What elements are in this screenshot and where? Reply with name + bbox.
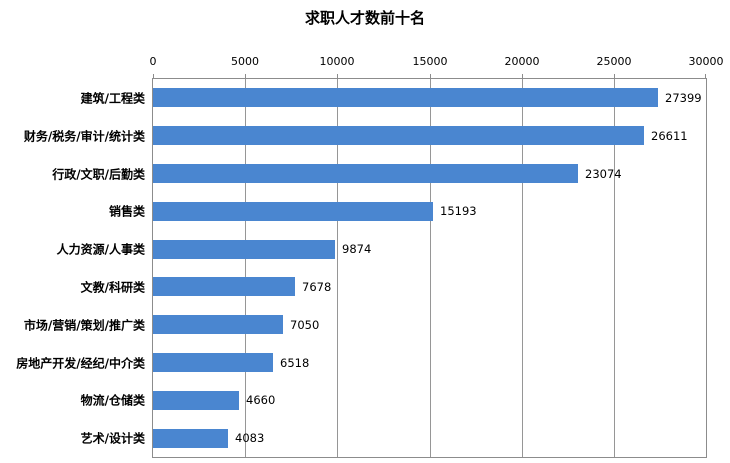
bar xyxy=(153,239,335,259)
axis-tick-label: 15000 xyxy=(412,55,448,68)
data-label: 6518 xyxy=(280,355,310,370)
category-label: 物流/仓储类 xyxy=(80,393,145,408)
category-label: 房地产开发/经纪/中介类 xyxy=(16,356,145,370)
data-label: 7678 xyxy=(302,279,332,294)
axis-tick-label: 5000 xyxy=(231,55,259,68)
axis-tick-label: 20000 xyxy=(504,55,540,68)
data-label: 4660 xyxy=(246,393,276,408)
data-label: 23074 xyxy=(585,166,622,181)
bar xyxy=(153,428,228,448)
axis-tick-mark xyxy=(705,74,706,79)
data-label: 27399 xyxy=(665,90,702,105)
data-label: 26611 xyxy=(651,128,688,143)
axis-tick-label: 0 xyxy=(149,55,157,68)
bar xyxy=(153,390,239,410)
plot-area: 0 5000 10000 15000 20000 25000 30000 建筑/工程类 2739… xyxy=(16,55,724,458)
bar xyxy=(153,201,433,221)
axis-tick-mark xyxy=(430,74,431,79)
category-label: 销售类 xyxy=(108,204,145,219)
data-label: 9874 xyxy=(342,242,372,257)
category-label: 人力资源/人事类 xyxy=(56,242,145,257)
data-label: 4083 xyxy=(235,431,265,446)
category-label: 财务/税务/审计/统计类 xyxy=(23,129,145,144)
gridline xyxy=(430,79,431,457)
axis-tick-label: 30000 xyxy=(688,55,724,68)
data-label: 7050 xyxy=(290,317,320,332)
axis-tick-label: 25000 xyxy=(596,55,632,68)
axis-tick-mark xyxy=(337,74,338,79)
bar xyxy=(153,88,658,108)
category-label: 文教/科研类 xyxy=(80,280,145,295)
gridline xyxy=(245,79,246,457)
gridline xyxy=(614,79,615,457)
category-label: 行政/文职/后勤类 xyxy=(52,167,145,181)
gridline xyxy=(337,79,338,457)
bar xyxy=(153,164,578,183)
category-label: 艺术/设计类 xyxy=(80,431,145,446)
chart-title: 求职人才数前十名 xyxy=(304,9,425,27)
bar xyxy=(153,353,273,372)
axis-tick-mark xyxy=(522,74,523,79)
axis-tick-mark xyxy=(153,74,154,79)
category-label: 建筑/工程类 xyxy=(80,91,145,106)
data-label: 15193 xyxy=(440,204,477,219)
gridline xyxy=(522,79,523,457)
bar xyxy=(153,277,295,297)
category-label: 市场/营销/策划/推广类 xyxy=(23,318,145,333)
axis-tick-mark xyxy=(245,74,246,79)
axis-tick-label: 10000 xyxy=(319,55,355,68)
axis-tick-mark xyxy=(614,74,615,79)
bar xyxy=(153,315,283,335)
bar xyxy=(153,126,644,146)
